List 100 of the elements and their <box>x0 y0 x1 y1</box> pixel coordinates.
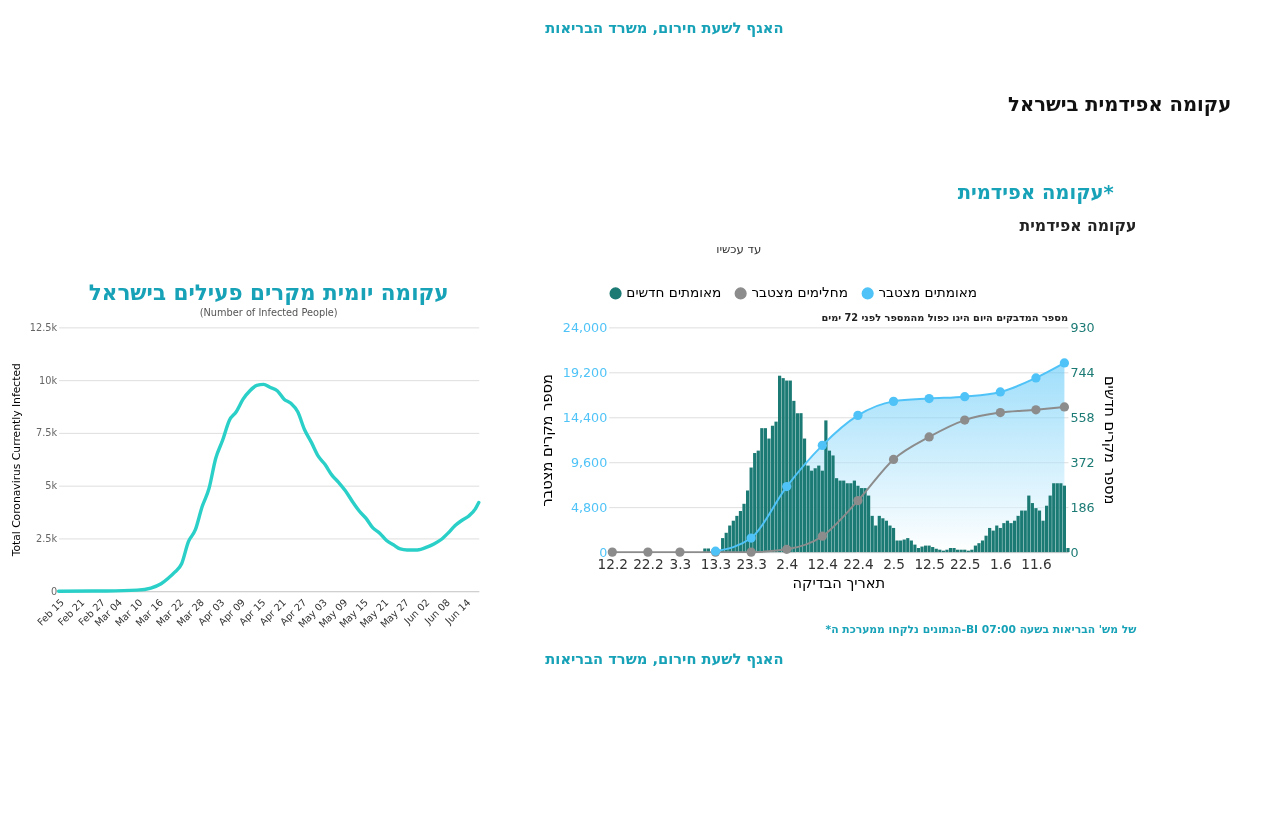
y-tick-label: 7.5k <box>35 427 58 439</box>
y-tick-label: 14,400 <box>562 409 608 425</box>
bar <box>799 413 803 553</box>
chart-subtitle: (Number of Infected People) <box>199 306 338 318</box>
bar <box>1009 523 1013 553</box>
bar <box>1005 520 1010 553</box>
bar <box>1062 485 1067 553</box>
x-tick-label: 22.4 <box>843 556 874 573</box>
text: *הנתונים נלקחו ממערכת ה-BI של מש' הבריאות בשעה 07:00 <box>825 623 1138 637</box>
point <box>1031 373 1041 383</box>
point <box>782 481 792 492</box>
point <box>924 393 934 404</box>
bar <box>952 548 956 553</box>
bar <box>813 468 817 553</box>
x-tick-label: 11.6 <box>1021 556 1052 573</box>
bar <box>945 549 949 553</box>
y-tick-label: 9,600 <box>570 454 608 470</box>
y2-axis-title: מספר מקרים חדשים <box>1102 375 1120 505</box>
bar <box>1059 483 1063 553</box>
x-tick-label: 22.2 <box>633 556 664 573</box>
bar <box>831 455 835 553</box>
legend-label: מאומתים מצטבר <box>878 284 978 301</box>
y-tick-label: 5k <box>45 480 58 492</box>
point <box>995 407 1005 418</box>
bar <box>1037 510 1042 553</box>
y-tick-label: 4,800 <box>570 499 608 515</box>
x-tick-label: 1.6 <box>989 556 1012 573</box>
y-tick-label: 10k <box>39 374 58 386</box>
bar <box>884 520 889 553</box>
x-tick-label: 23.3 <box>736 556 767 573</box>
bar <box>991 530 995 553</box>
y2-tick-label: 186 <box>1070 499 1095 515</box>
point <box>675 547 685 557</box>
bar <box>888 525 892 553</box>
y-tick-label: 19,200 <box>562 364 608 380</box>
bar <box>995 525 999 553</box>
text: עקומה אפידמית בישראל <box>1008 93 1232 117</box>
point <box>960 415 970 425</box>
text: מספר המדבקים היום הינו כפול מהמספר לפני 72 ימים <box>821 311 1068 323</box>
x-tick-label: 22.5 <box>950 556 981 573</box>
bar <box>948 548 953 553</box>
legend-label: מחלימים מצטבר <box>751 284 848 301</box>
point <box>1059 358 1070 368</box>
point <box>853 410 863 421</box>
bar <box>977 543 981 553</box>
y2-tick-label: 558 <box>1070 409 1095 425</box>
x-tick-label: 3.3 <box>669 556 692 573</box>
bar <box>998 527 1002 553</box>
point <box>746 533 756 543</box>
bar <box>1012 520 1017 553</box>
bar <box>988 527 992 553</box>
text: עד עכשיו <box>716 242 762 257</box>
point <box>853 495 863 506</box>
bar <box>1052 483 1056 553</box>
bar <box>1016 515 1020 553</box>
text: האגף לשעת חירום, משרד הבריאות <box>545 19 784 38</box>
x-tick-label: 2.4 <box>776 556 799 573</box>
point <box>960 392 970 402</box>
y2-tick-label: 0 <box>1070 544 1079 560</box>
bar <box>1055 483 1059 553</box>
bar <box>920 546 924 553</box>
bar <box>760 428 764 553</box>
bar <box>877 515 881 553</box>
bar <box>810 470 814 553</box>
text: האגף לשעת חירום, משרד הבריאות <box>545 650 784 669</box>
y2-tick-label: 372 <box>1070 454 1095 470</box>
point <box>1031 405 1041 415</box>
y2-tick-label: 930 <box>1070 319 1095 335</box>
point <box>924 432 934 442</box>
y-tick-label: 0 <box>50 585 58 597</box>
y2-tick-label: 744 <box>1070 364 1095 380</box>
y-tick-label: 12.5k <box>29 321 58 333</box>
y-axis-title: מספר מקרים מצטבר <box>538 373 556 507</box>
bar <box>1002 523 1006 553</box>
x-tick-label: 12.4 <box>807 556 839 573</box>
bar <box>881 518 885 553</box>
y-tick-label: 2.5k <box>35 532 58 544</box>
point <box>888 396 899 406</box>
x-tick-label: 13.3 <box>700 556 732 573</box>
bar <box>863 488 867 553</box>
point <box>782 544 792 554</box>
x-axis-title: תאריך הבדיקה <box>792 573 886 591</box>
bar <box>1020 510 1024 553</box>
legend-label: מאומתים חדשים <box>626 284 722 301</box>
point <box>817 440 827 450</box>
bar <box>1027 495 1031 553</box>
y-axis-title: Total Coronavirus Currently Infected <box>9 363 23 558</box>
bar <box>891 527 896 553</box>
point <box>995 387 1005 397</box>
chart-title: עקומה אפידמית <box>1019 215 1137 235</box>
text: עקומה אפידמית* <box>957 181 1114 205</box>
chart-title: עקומה יומית מקרים פעילים בישראל <box>88 280 449 306</box>
x-tick-label: 12.5 <box>914 556 945 573</box>
point <box>817 531 827 541</box>
bar <box>916 548 921 553</box>
point <box>746 547 756 557</box>
point <box>1059 402 1070 412</box>
y-tick-label: 24,000 <box>562 319 608 335</box>
bar <box>763 428 767 553</box>
point <box>888 454 899 465</box>
